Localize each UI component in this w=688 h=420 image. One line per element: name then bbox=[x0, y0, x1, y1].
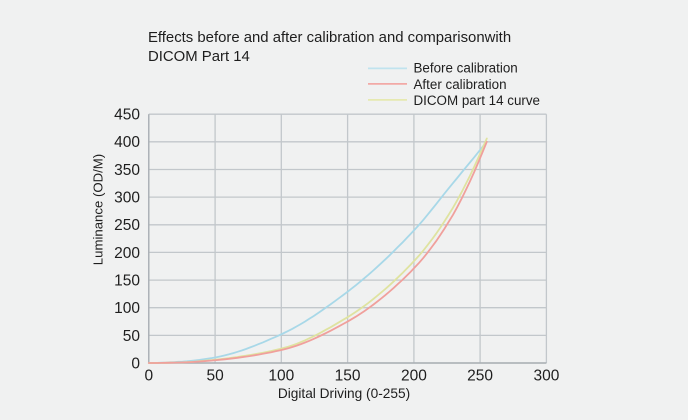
svg-text:DICOM part 14 curve: DICOM part 14 curve bbox=[414, 93, 541, 108]
svg-text:Before calibration: Before calibration bbox=[414, 61, 518, 76]
svg-text:250: 250 bbox=[114, 217, 140, 234]
svg-text:200: 200 bbox=[114, 245, 140, 262]
svg-text:350: 350 bbox=[114, 162, 140, 179]
svg-text:0: 0 bbox=[131, 355, 140, 372]
svg-text:DICOM Part 14: DICOM Part 14 bbox=[148, 49, 250, 65]
svg-text:50: 50 bbox=[206, 368, 224, 385]
svg-text:250: 250 bbox=[467, 368, 493, 385]
svg-text:300: 300 bbox=[533, 368, 559, 385]
svg-text:50: 50 bbox=[123, 328, 141, 345]
svg-text:150: 150 bbox=[114, 273, 140, 290]
svg-text:After calibration: After calibration bbox=[414, 77, 507, 92]
svg-text:Digital Driving (0-255): Digital Driving (0-255) bbox=[278, 386, 410, 401]
svg-text:0: 0 bbox=[144, 368, 153, 385]
svg-text:100: 100 bbox=[268, 368, 294, 385]
svg-text:100: 100 bbox=[114, 300, 140, 317]
svg-text:300: 300 bbox=[114, 190, 140, 207]
svg-text:150: 150 bbox=[335, 368, 361, 385]
svg-text:Luminance (OD/M): Luminance (OD/M) bbox=[91, 154, 106, 265]
svg-text:450: 450 bbox=[114, 107, 140, 124]
svg-text:400: 400 bbox=[114, 134, 140, 151]
svg-text:Effects before and after calib: Effects before and after calibration and… bbox=[148, 30, 511, 46]
svg-text:200: 200 bbox=[401, 368, 427, 385]
